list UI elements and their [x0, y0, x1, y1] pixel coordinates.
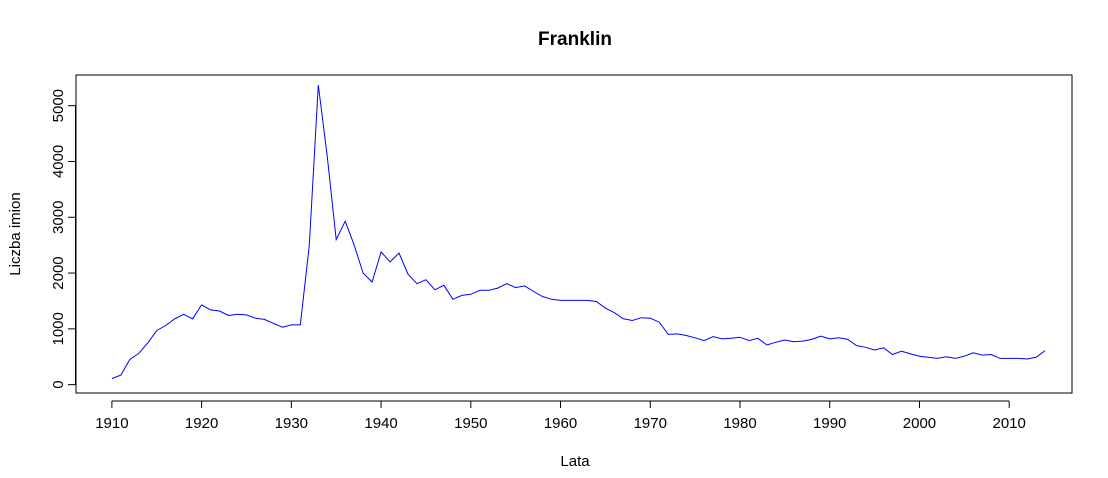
x-tick-label: 1950 [454, 415, 487, 432]
x-axis: 1910 1920 1930 1940 1950 1960 1970 1980 1990 2000… [95, 400, 1026, 432]
y-axis: 0 1000 2000 3000 4000 5000 [50, 89, 76, 389]
x-tick-label: 1920 [185, 415, 218, 432]
y-tick-label: 2000 [50, 256, 67, 289]
x-tick-label: 2010 [993, 415, 1026, 432]
x-tick-label: 1930 [275, 415, 308, 432]
plot-area-border [75, 74, 1073, 394]
x-tick-label: 2000 [903, 415, 936, 432]
series-line [111, 84, 1046, 379]
x-tick-label: 1910 [95, 415, 128, 432]
x-tick-label: 1990 [813, 415, 846, 432]
x-tick-label: 1940 [364, 415, 397, 432]
y-tick-label: 3000 [50, 201, 67, 234]
x-tick-label: 1970 [634, 415, 667, 432]
y-tick-label: 0 [50, 380, 67, 388]
y-tick-label: 1000 [50, 312, 67, 345]
x-tick-label: 1980 [723, 415, 756, 432]
y-tick-label: 5000 [50, 89, 67, 122]
x-axis-label: Lata [560, 453, 590, 470]
y-tick-label: 4000 [50, 145, 67, 178]
x-tick-label: 1960 [544, 415, 577, 432]
y-axis-label: Liczba imion [7, 192, 24, 275]
chart-title: Franklin [538, 29, 612, 50]
